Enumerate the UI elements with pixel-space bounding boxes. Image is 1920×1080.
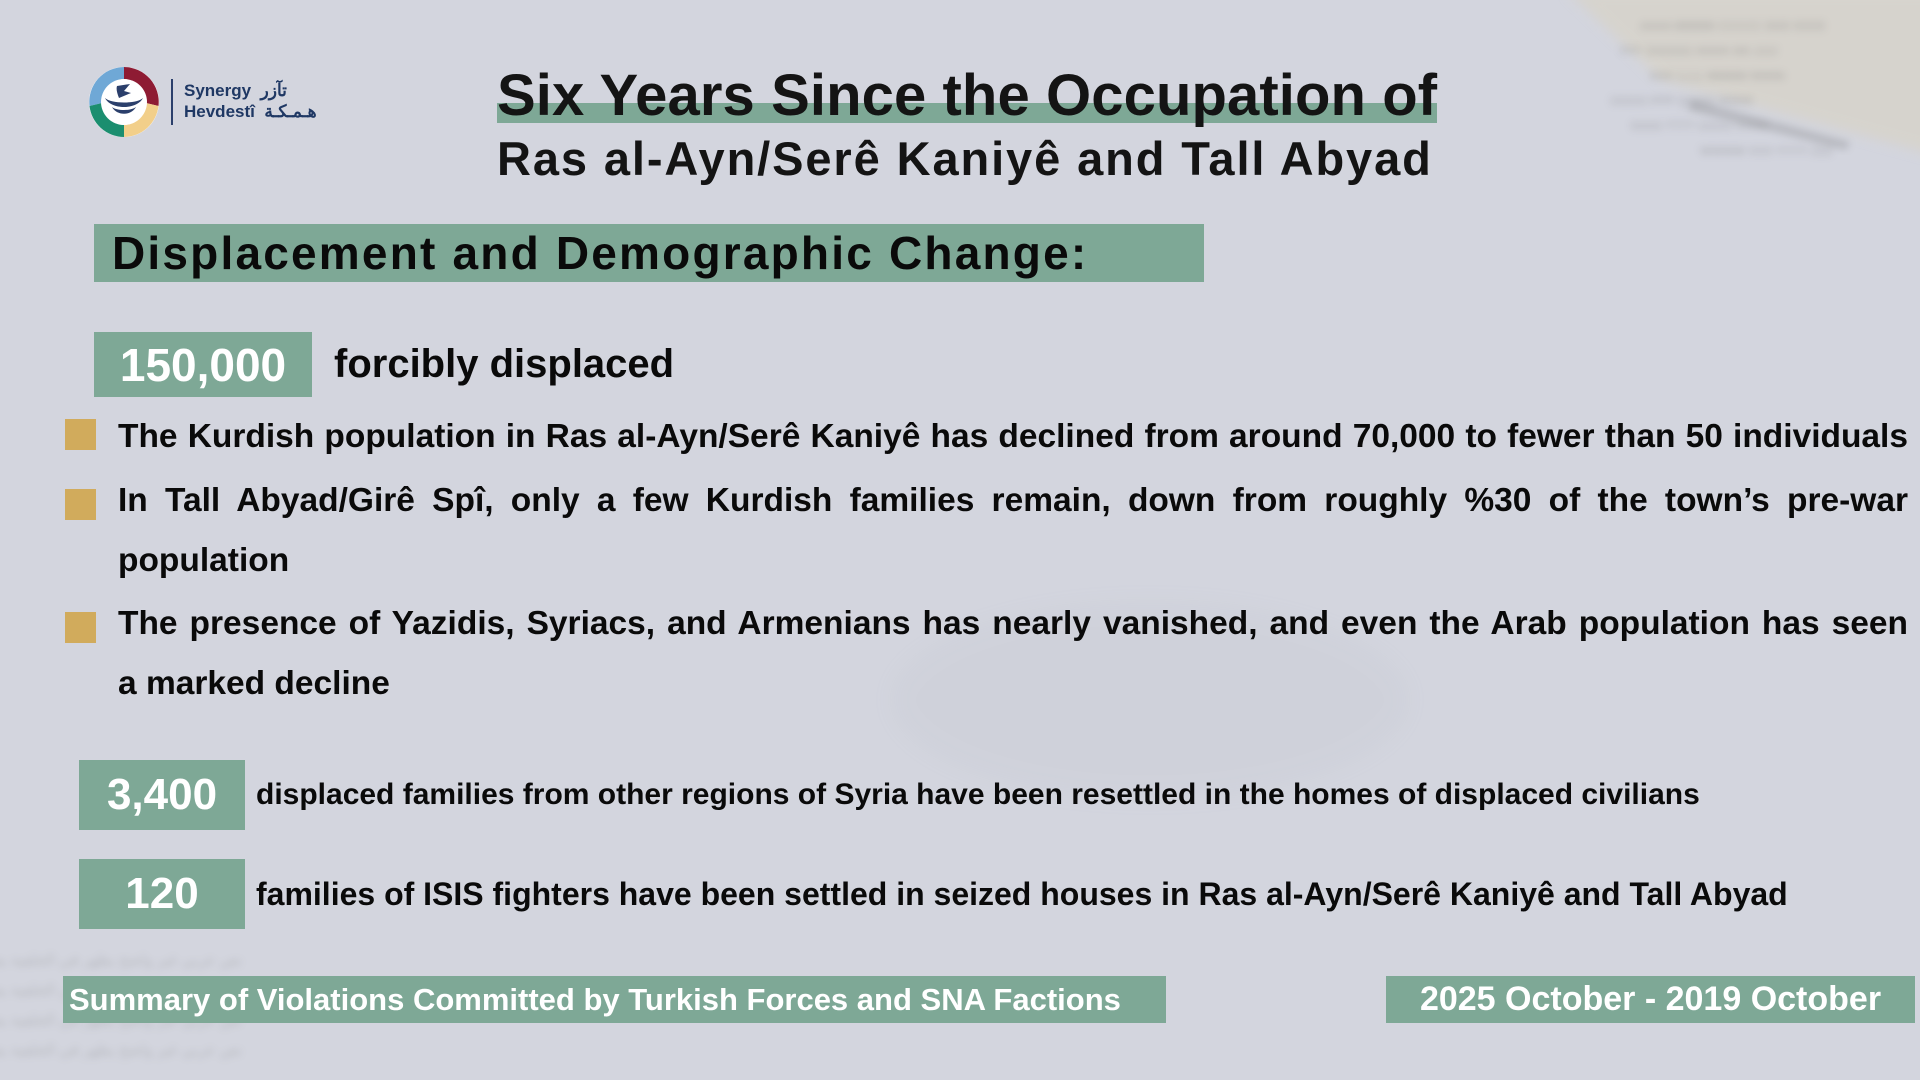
svg-text:FFF GGGGG HHHH IIIII JJJJ: FFF GGGGG HHHH IIIII JJJJ <box>1620 44 1777 58</box>
svg-text:AAAA BBBBB CCCCC DDD EEEE: AAAA BBBBB CCCCC DDD EEEE <box>1640 19 1826 33</box>
svg-text:نص عربي غير واضح يظهر في الخلف: نص عربي غير واضح يظهر في الخلفية بشكل <box>0 1042 242 1059</box>
svg-text:نص عربي غير واضح يظهر في الخلف: نص عربي غير واضح يظهر في الخلفية بشكل <box>0 952 242 969</box>
